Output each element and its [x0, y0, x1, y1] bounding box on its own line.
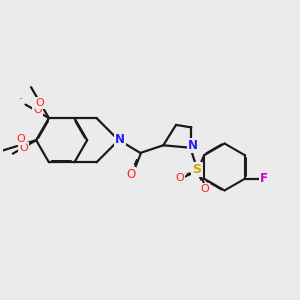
Text: N: N: [115, 133, 125, 146]
Text: O: O: [33, 105, 42, 115]
Text: O: O: [175, 173, 184, 183]
Text: meth: meth: [20, 98, 23, 99]
Text: O: O: [20, 143, 28, 153]
Text: S: S: [192, 163, 201, 176]
Text: O: O: [201, 184, 209, 194]
Text: F: F: [260, 172, 268, 185]
Text: N: N: [188, 140, 198, 152]
Text: O: O: [36, 98, 44, 108]
Text: O: O: [126, 167, 135, 181]
Text: O: O: [16, 134, 25, 144]
